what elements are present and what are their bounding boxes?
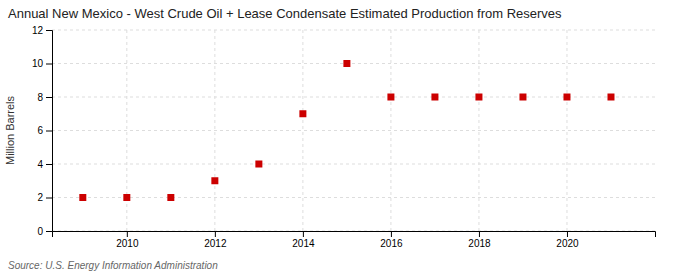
plot-area: 2010 2012 2014 2016 2018 2020 0 2 4 6 8 10 12 <box>32 25 656 249</box>
point <box>475 94 482 101</box>
points <box>79 60 614 201</box>
grid-line-y <box>52 164 655 165</box>
x-tick-mark <box>215 231 216 237</box>
x-tick-label: 2014 <box>292 238 315 249</box>
x-tick-label: 2010 <box>116 238 139 249</box>
grid-line-y <box>52 63 655 64</box>
grid-line-x <box>566 30 567 231</box>
source-note: Source: U.S. Energy Information Administ… <box>8 260 218 271</box>
point <box>563 94 570 101</box>
point <box>211 177 218 184</box>
y-tick-mark <box>46 64 52 65</box>
y-tick: 0 <box>37 226 52 237</box>
point <box>299 110 306 117</box>
point <box>431 94 438 101</box>
y-tick: 12 <box>32 25 52 36</box>
x-tick: 2014 <box>292 231 315 249</box>
x-tick: 2016 <box>380 231 403 249</box>
y-tick-mark <box>46 231 52 232</box>
x-tick-label: 2012 <box>204 238 227 249</box>
y-tick: 10 <box>32 58 52 69</box>
y-tick-mark <box>46 164 52 165</box>
x-tick: 2010 <box>116 231 139 249</box>
x-axis-line <box>53 232 656 238</box>
x-tick-label: 2018 <box>468 238 491 249</box>
x-axis: 2010 2012 2014 2016 2018 2020 <box>53 231 656 249</box>
chart: 2010 2012 2014 2016 2018 2020 0 2 4 6 8 10 12 Annual … <box>0 0 675 275</box>
point <box>167 194 174 201</box>
y-tick: 6 <box>37 125 52 136</box>
y-tick-label: 0 <box>37 226 43 237</box>
y-tick-label: 6 <box>37 125 43 136</box>
point <box>123 194 130 201</box>
grid <box>52 30 655 231</box>
point <box>79 194 86 201</box>
y-tick: 8 <box>37 92 52 103</box>
grid-line-y <box>52 130 655 131</box>
y-axis-line <box>46 31 53 232</box>
x-tick-label: 2016 <box>380 238 403 249</box>
y-tick: 2 <box>37 192 52 203</box>
x-tick: 2020 <box>556 231 579 249</box>
point <box>343 60 350 67</box>
grid-line-x <box>302 30 303 231</box>
x-tick-mark <box>567 231 568 237</box>
point <box>255 161 262 168</box>
point <box>607 94 614 101</box>
grid-line-y <box>52 30 655 31</box>
y-tick-mark <box>46 198 52 199</box>
y-tick-label: 12 <box>32 25 44 36</box>
y-tick-mark <box>46 131 52 132</box>
y-tick-mark <box>46 97 52 98</box>
x-tick: 2012 <box>204 231 227 249</box>
x-tick-mark <box>391 231 392 237</box>
y-tick-label: 4 <box>37 159 43 170</box>
y-tick: 4 <box>37 159 52 170</box>
y-axis: 0 2 4 6 8 10 12 <box>32 25 53 237</box>
y-tick-label: 2 <box>37 192 43 203</box>
x-tick-label: 2020 <box>556 238 579 249</box>
x-tick: 2018 <box>468 231 491 249</box>
y-tick-mark <box>46 30 52 31</box>
y-tick-label: 8 <box>37 92 43 103</box>
grid-line-y <box>52 197 655 198</box>
x-tick-mark <box>479 231 480 237</box>
y-tick-label: 10 <box>32 58 44 69</box>
x-tick-mark <box>127 231 128 237</box>
y-axis-title: Million Barrels <box>4 95 16 165</box>
point <box>387 94 394 101</box>
point <box>519 94 526 101</box>
x-tick-mark <box>303 231 304 237</box>
title: Annual New Mexico - West Crude Oil + Lea… <box>8 6 562 21</box>
